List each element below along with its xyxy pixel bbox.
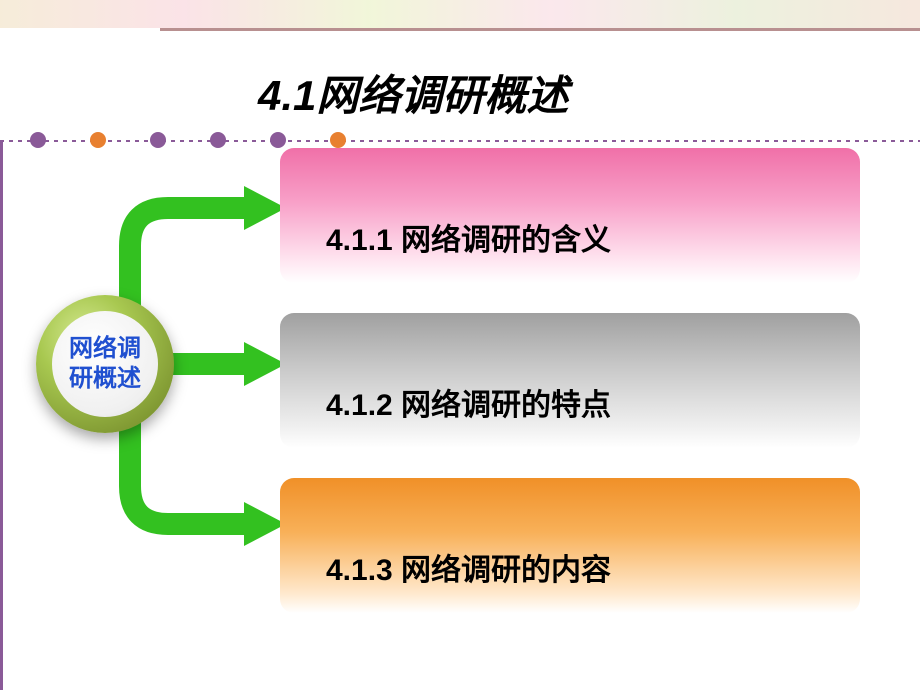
slide-title: 4.1网络调研概述 bbox=[258, 62, 568, 123]
timeline-dot bbox=[210, 132, 226, 148]
hub-text-line2: 研概述 bbox=[69, 365, 141, 392]
timeline-dot bbox=[150, 132, 166, 148]
content-card-2: 4.1.2 网络调研的特点 bbox=[280, 313, 860, 448]
top-banner bbox=[0, 0, 920, 28]
hub-inner-ring: 网络调 研概述 bbox=[52, 311, 158, 417]
card-label-3: 4.1.3 网络调研的内容 bbox=[326, 545, 611, 589]
card-label-2: 4.1.2 网络调研的特点 bbox=[326, 380, 611, 424]
hub-text-line1: 网络调 bbox=[69, 335, 141, 362]
left-vertical-rule bbox=[0, 140, 3, 690]
content-card-3: 4.1.3 网络调研的内容 bbox=[280, 478, 860, 613]
dotted-horizontal-line bbox=[0, 140, 920, 142]
timeline-dot bbox=[270, 132, 286, 148]
timeline-dot bbox=[90, 132, 106, 148]
timeline-dot bbox=[330, 132, 346, 148]
content-card-1: 4.1.1 网络调研的含义 bbox=[280, 148, 860, 283]
hub-circle: 网络调 研概述 bbox=[36, 295, 174, 433]
hub-text: 网络调 研概述 bbox=[69, 334, 141, 394]
card-label-1: 4.1.1 网络调研的含义 bbox=[326, 215, 611, 259]
top-underline bbox=[160, 28, 920, 31]
timeline-dot bbox=[30, 132, 46, 148]
